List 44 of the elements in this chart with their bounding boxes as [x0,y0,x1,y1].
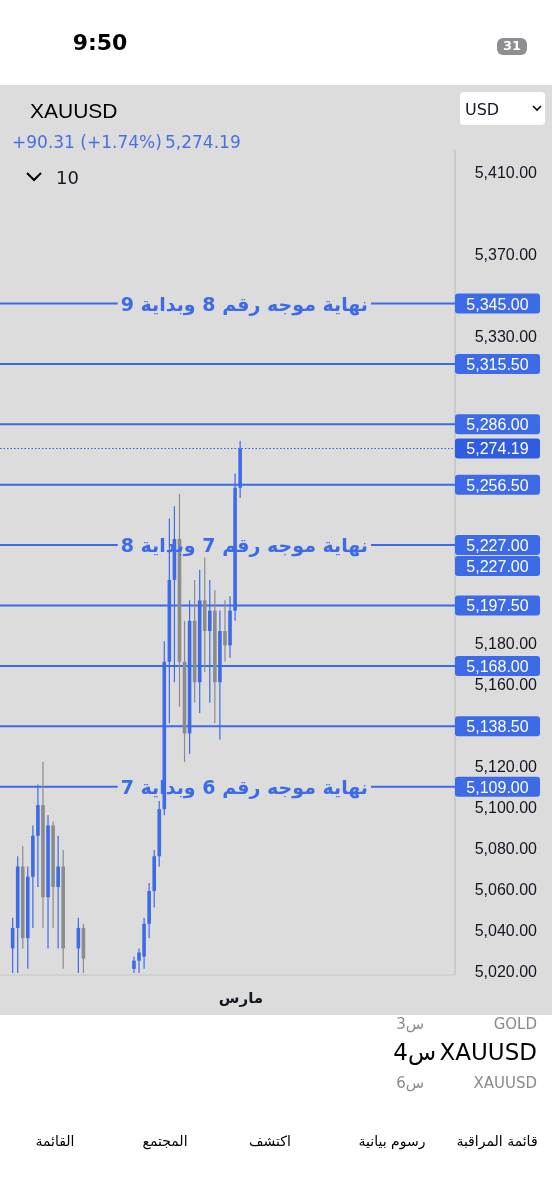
text: رسوم بيانية [358,1133,426,1150]
ref-line-label: 5,256.50 [466,476,529,494]
text: 9:50 [72,30,128,55]
text: USD [465,100,500,119]
ref-line-label: 5,345.00 [466,295,529,313]
annotation: +90.31 (+1.74%) [12,132,162,152]
text: XAUUSD [473,1074,537,1092]
y-tick-label: 5,080.00 [474,840,538,858]
ref-line-label: 5,138.50 [466,718,529,736]
annotation: 10 [56,167,79,188]
y-tick-label: 5,060.00 [474,880,538,898]
text: 6س [396,1074,424,1092]
text: 5,227.00 [466,558,529,576]
annotation: 5,274.19 [165,132,241,152]
candlestick [56,835,60,949]
annotation: نهاية موجه رقم 8 وبداية 9 [120,292,368,316]
y-tick-label: 5,100.00 [474,799,538,817]
y-tick-label: 5,120.00 [474,758,538,776]
ref-line-label: 5,286.00 [466,416,529,434]
y-tick-label: 5,180.00 [474,635,538,653]
ref-line-label: 5,197.50 [466,597,529,615]
text: القائمة [35,1133,75,1149]
text: اكتشف [249,1133,291,1149]
y-tick-label: 5,020.00 [474,962,538,980]
y-tick-label: 5,160.00 [474,676,538,694]
text: 4س [393,1039,436,1066]
ref-line-label: 5,274.19 [466,440,529,458]
ref-line-label: 5,109.00 [466,778,529,796]
text: 3س [396,1015,424,1033]
text: مارس [218,989,264,1007]
candlestick [223,599,227,663]
y-tick-label: 5,370.00 [474,246,538,264]
y-tick-label: 5,410.00 [474,164,538,182]
ref-line-label: 5,315.50 [466,355,529,373]
chart-title: XAUUSD [30,99,118,122]
text: المجتمع [142,1133,188,1150]
ref-line-label: 5,227.00 [466,537,529,555]
text: قائمة المراقبة [456,1133,538,1150]
text: 31 [502,38,522,53]
ref-line-label: 5,168.00 [466,657,529,675]
y-tick-label: 5,330.00 [474,328,538,346]
text: GOLD [493,1015,537,1033]
y-tick-label: 5,040.00 [474,921,538,939]
text: XAUUSD [439,1039,537,1065]
